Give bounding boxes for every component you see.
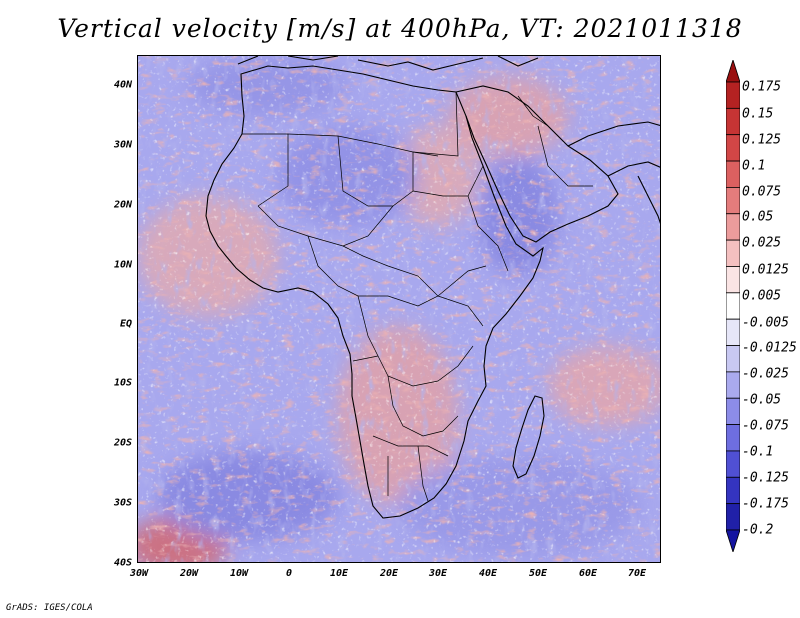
lat-tick-10n: 10N	[113, 259, 132, 271]
lon-tick-20e: 20E	[379, 568, 399, 579]
colorbar-swatch	[726, 503, 740, 531]
colorbar-swatch	[726, 345, 740, 373]
colorbar-swatch	[726, 239, 740, 267]
colorbar-swatch	[726, 371, 740, 399]
colorbar-label: 0.1	[742, 158, 766, 174]
lat-tick-30s: 30S	[113, 497, 132, 509]
lat-tick-40n: 40N	[113, 79, 132, 91]
lat-tick-eq: EQ	[119, 318, 132, 330]
colorbar-swatch	[726, 81, 740, 109]
colorbar-label: 0.175	[742, 79, 782, 95]
colorbar-label: 0.125	[742, 132, 782, 148]
lon-tick-30e: 30E	[428, 568, 448, 579]
colorbar-swatches	[726, 60, 740, 552]
lon-tick-60e: 60E	[578, 568, 598, 579]
colorbar-swatch	[726, 424, 740, 452]
colorbar-label: 0.05	[742, 209, 774, 225]
colorbar-label: 0.025	[742, 235, 782, 251]
coastlines	[205, 56, 660, 519]
lon-tick-30w: 30W	[129, 568, 149, 579]
velocity-field	[138, 56, 660, 562]
colorbar-label: 0.15	[742, 106, 774, 122]
colorbar-label: -0.2	[742, 522, 774, 538]
lon-tick-10w: 10W	[229, 568, 249, 579]
colorbar-label: -0.0125	[742, 340, 797, 356]
colorbar-swatch	[726, 476, 740, 505]
colorbar-swatch	[726, 266, 740, 294]
chart-title: Vertical velocity [m/s] at 400hPa, VT: 2…	[57, 14, 743, 43]
colorbar-swatch	[726, 187, 740, 215]
colorbar	[726, 60, 740, 552]
footer-credit: GrADS: IGES/COLA	[6, 603, 93, 613]
lat-tick-20s: 20S	[113, 437, 132, 449]
colorbar-label: -0.175	[742, 496, 789, 512]
lon-tick-70e: 70E	[627, 568, 647, 579]
lon-tick-20w: 20W	[179, 568, 199, 579]
colorbar-label: -0.025	[742, 366, 789, 382]
colorbar-swatch	[726, 134, 740, 162]
colorbar-swatch	[726, 213, 740, 241]
colorbar-label: 0.075	[742, 184, 782, 200]
lat-tick-10s: 10S	[113, 377, 132, 389]
lat-tick-40s: 40S	[113, 557, 132, 569]
colorbar-label: -0.05	[742, 392, 782, 408]
lon-tick-50e: 50E	[528, 568, 548, 579]
colorbar-bottom-triangle	[726, 529, 740, 552]
colorbar-swatch	[726, 107, 740, 136]
colorbar-label: -0.1	[742, 444, 774, 460]
lat-tick-30n: 30N	[113, 139, 132, 151]
colorbar-label: -0.075	[742, 418, 789, 434]
country-borders	[242, 91, 593, 502]
map-panel	[137, 55, 661, 563]
colorbar-label: 0.005	[742, 288, 782, 304]
lat-tick-20n: 20N	[113, 199, 132, 211]
colorbar-top-triangle	[726, 60, 740, 83]
lon-tick-0: 0	[285, 568, 293, 579]
colorbar-label: 0.0125	[742, 262, 789, 278]
lon-tick-40e: 40E	[478, 568, 498, 579]
colorbar-label: -0.005	[742, 315, 789, 331]
colorbar-label: -0.125	[742, 470, 789, 486]
lon-tick-10e: 10E	[329, 568, 349, 579]
neutral-speckle	[138, 56, 660, 562]
colorbar-swatch	[726, 318, 740, 346]
colorbar-swatch	[726, 292, 740, 320]
colorbar-swatch	[726, 160, 740, 188]
colorbar-swatch	[726, 397, 740, 425]
colorbar-swatch	[726, 450, 740, 478]
